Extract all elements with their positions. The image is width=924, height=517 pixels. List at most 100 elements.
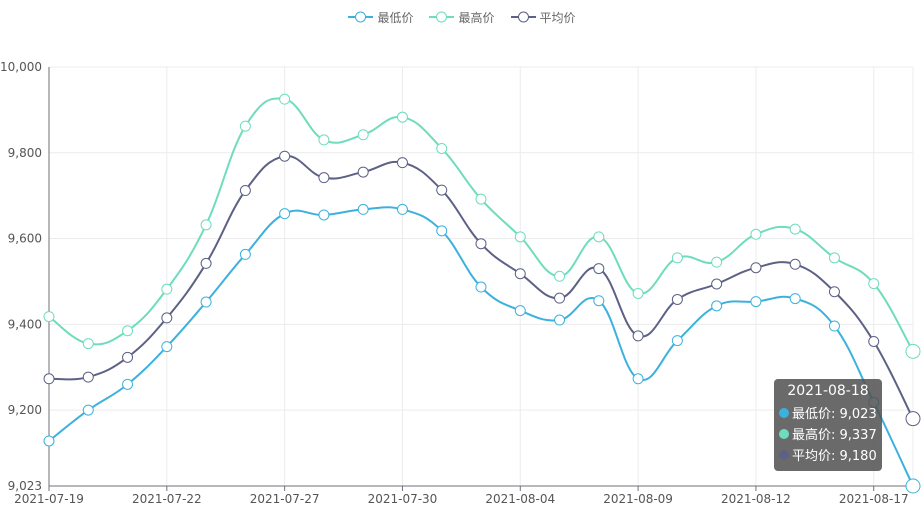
x-tick-label: 2021-08-12 (721, 492, 791, 506)
data-point-avg (632, 330, 644, 342)
data-point-low (593, 295, 605, 307)
data-point-low (82, 404, 94, 416)
tooltip-low-label: 最低价: 9,023 (792, 407, 877, 422)
data-point-high (671, 252, 683, 264)
y-tick-label: 9,800 (8, 146, 42, 160)
data-point-avg (279, 150, 291, 162)
data-point-high (43, 311, 55, 323)
x-tick-label: 2021-08-09 (603, 492, 673, 506)
y-tick-label: 9,200 (8, 403, 42, 417)
data-point-high (161, 283, 173, 295)
data-point-avg (593, 263, 605, 275)
data-point-avg (475, 238, 487, 250)
data-point-low (905, 478, 921, 494)
data-point-low (750, 296, 762, 308)
legend-label-high: 最高价 (458, 10, 495, 25)
x-tick-label: 2021-07-27 (250, 492, 320, 506)
data-point-low (711, 300, 723, 312)
data-point-low (279, 208, 291, 220)
legend-item-high[interactable]: 最高价 (429, 9, 495, 26)
data-point-high (593, 231, 605, 243)
data-point-high (828, 252, 840, 264)
data-point-avg (514, 268, 526, 280)
x-tick-label: 2021-07-19 (14, 492, 84, 506)
data-point-high (632, 287, 644, 299)
data-point-high (711, 256, 723, 268)
data-point-avg (789, 258, 801, 270)
data-point-avg (671, 293, 683, 305)
data-point-low (514, 305, 526, 317)
x-tick-label: 2021-07-22 (132, 492, 202, 506)
tooltip-row-avg: 平均价: 9,180 (774, 444, 882, 465)
data-point-low (43, 435, 55, 447)
data-point-high (514, 231, 526, 243)
data-point-low (122, 378, 134, 390)
data-point-low (475, 281, 487, 293)
data-point-high (475, 193, 487, 205)
y-tick-label: 10,000 (0, 60, 42, 74)
data-point-avg (828, 286, 840, 298)
tooltip-high-label: 最高价: 9,337 (792, 428, 877, 443)
data-point-avg (82, 371, 94, 383)
legend-label-low: 最低价 (377, 10, 414, 25)
data-point-high (82, 338, 94, 350)
x-tick-label: 2021-08-17 (839, 492, 909, 506)
tooltip-dot-high (779, 428, 789, 439)
series-line-low (48, 206, 914, 487)
data-point-high (396, 111, 408, 123)
series-line-high (48, 97, 914, 352)
data-point-low (200, 296, 212, 308)
data-point-high (554, 270, 566, 282)
data-point-high (239, 120, 251, 132)
y-tick-label: 9,400 (8, 317, 42, 331)
data-point-high (905, 343, 921, 359)
data-point-avg (122, 351, 134, 363)
data-point-avg (43, 373, 55, 385)
chart-legend: 最低价 最高价 平均价 (0, 6, 924, 28)
legend-marker-low (348, 11, 374, 23)
legend-marker-high (429, 11, 455, 23)
y-tick-label: 9,023 (8, 479, 42, 493)
data-point-avg (436, 184, 448, 196)
legend-item-low[interactable]: 最低价 (348, 9, 413, 26)
legend-item-avg[interactable]: 平均价 (510, 9, 576, 26)
data-point-avg (161, 312, 173, 324)
data-point-avg (868, 335, 880, 347)
data-point-high (868, 278, 880, 290)
data-point-low (161, 341, 173, 353)
data-point-high (436, 142, 448, 154)
data-point-high (200, 219, 212, 231)
data-point-avg (200, 257, 212, 269)
data-point-avg (554, 292, 566, 304)
tooltip-dot-avg (779, 449, 789, 460)
data-point-avg (750, 262, 762, 274)
data-point-high (789, 223, 801, 235)
data-point-avg (239, 185, 251, 197)
data-point-high (279, 93, 291, 105)
data-point-low (239, 248, 251, 260)
y-tick-label: 9,600 (8, 232, 42, 246)
data-point-avg (318, 172, 330, 184)
data-point-high (357, 129, 369, 141)
data-point-low (828, 320, 840, 332)
tooltip-dot-low (779, 407, 789, 418)
chart-tooltip: 2021-08-18 最低价: 9,023 最高价: 9,337 平均价: 9,… (774, 379, 882, 471)
tooltip-row-low: 最低价: 9,023 (774, 402, 882, 423)
data-point-low (554, 314, 566, 326)
data-point-low (357, 203, 369, 215)
x-tick-label: 2021-07-30 (368, 492, 438, 506)
tooltip-date: 2021-08-18 (787, 383, 869, 399)
legend-label-avg: 平均价 (539, 10, 576, 25)
data-point-avg (711, 278, 723, 290)
data-point-avg (396, 157, 408, 169)
data-point-low (632, 373, 644, 385)
legend-marker-avg (510, 11, 536, 23)
data-point-low (436, 225, 448, 237)
data-point-high (318, 134, 330, 146)
data-point-low (671, 335, 683, 347)
data-point-low (789, 293, 801, 305)
data-point-low (396, 203, 408, 215)
x-tick-label: 2021-08-04 (485, 492, 555, 506)
tooltip-row-high: 最高价: 9,337 (774, 423, 882, 444)
